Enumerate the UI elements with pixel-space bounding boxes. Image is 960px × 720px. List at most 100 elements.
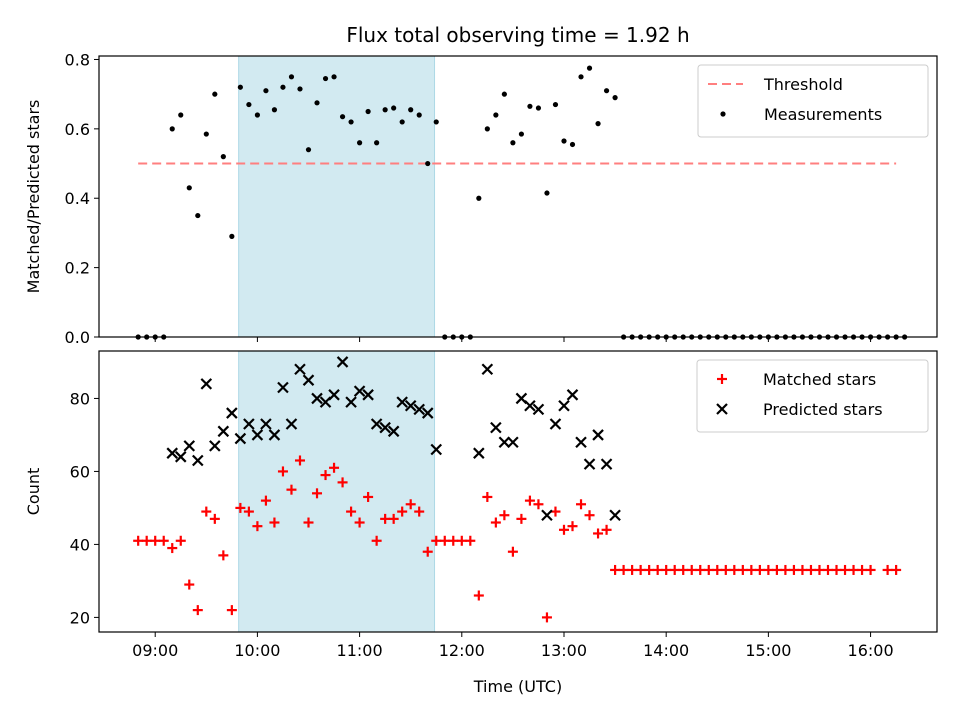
data-point-b xyxy=(243,418,255,430)
data-point-b xyxy=(481,363,494,376)
chart-title: Flux total observing time = 1.92 h xyxy=(346,23,689,47)
data-point xyxy=(518,131,525,137)
data-point xyxy=(661,564,672,575)
data-point-b xyxy=(379,421,391,434)
x-tick-label: 13:00 xyxy=(541,641,587,660)
data-point xyxy=(771,564,782,575)
data-point-b xyxy=(192,454,204,467)
data-point xyxy=(544,190,550,196)
data-point xyxy=(203,131,209,137)
data-point xyxy=(430,443,443,456)
legend: Threshold Measurements xyxy=(697,64,929,138)
data-point xyxy=(541,509,553,521)
x-tick-label: 15:00 xyxy=(745,641,791,660)
data-point xyxy=(524,399,536,412)
data-point xyxy=(200,378,213,390)
data-point xyxy=(320,470,331,481)
data-point xyxy=(635,564,646,575)
y-tick-label: 0.2 xyxy=(65,259,90,278)
data-point xyxy=(166,447,179,459)
data-point xyxy=(552,101,559,108)
data-point xyxy=(439,535,450,546)
data-point xyxy=(501,91,507,97)
data-point-b xyxy=(507,436,519,449)
data-point-b xyxy=(260,418,272,430)
data-point xyxy=(235,502,246,513)
data-point xyxy=(669,564,680,575)
data-point xyxy=(209,513,220,524)
top-panel: 0.0 0.2 0.4 0.6 0.8 Matched/Predicted stars Th… xyxy=(24,50,938,347)
data-point-b xyxy=(473,447,485,459)
data-point-b xyxy=(609,509,621,521)
legend-label: Matched stars xyxy=(763,370,876,389)
data-point xyxy=(201,506,212,517)
data-point xyxy=(346,506,357,517)
data-point-b xyxy=(600,458,613,470)
data-point xyxy=(305,147,312,153)
data-point xyxy=(297,86,303,92)
data-point xyxy=(737,564,748,575)
data-point xyxy=(712,564,723,575)
y-tick-label: 0.4 xyxy=(65,189,90,208)
x-tick-label: 12:00 xyxy=(439,641,485,660)
data-point xyxy=(499,510,510,521)
data-point xyxy=(339,114,346,120)
y-tick-label: 60 xyxy=(70,462,90,481)
data-point xyxy=(490,421,502,434)
data-point xyxy=(294,363,306,376)
data-point xyxy=(527,103,533,109)
data-point xyxy=(644,564,655,575)
data-point xyxy=(269,517,280,528)
data-point-b xyxy=(396,396,408,408)
data-point-b xyxy=(200,378,213,390)
data-point-b xyxy=(490,421,502,434)
data-point xyxy=(433,119,439,125)
data-point xyxy=(260,495,271,506)
data-point xyxy=(627,564,638,575)
data-point xyxy=(558,399,570,412)
data-point xyxy=(312,488,323,499)
data-point xyxy=(399,119,405,125)
highlight-span xyxy=(238,55,436,338)
data-point xyxy=(183,440,196,452)
data-point xyxy=(405,499,416,510)
y-tick-label: 0.6 xyxy=(65,120,90,139)
data-point xyxy=(302,374,315,386)
data-point xyxy=(754,564,765,575)
data-point xyxy=(286,484,297,495)
y-tick-label: 20 xyxy=(70,608,90,627)
data-point-b xyxy=(345,396,357,408)
data-point-b xyxy=(592,429,604,441)
data-point xyxy=(379,421,391,434)
data-point-b xyxy=(558,399,570,412)
data-point xyxy=(584,510,595,521)
data-point xyxy=(212,91,218,97)
data-point xyxy=(583,458,596,470)
y-tick-label: 40 xyxy=(70,535,90,554)
data-point xyxy=(566,389,579,401)
data-point xyxy=(414,506,425,517)
x-tick-label: 16:00 xyxy=(848,641,894,660)
data-point xyxy=(484,126,490,132)
data-point xyxy=(612,95,618,101)
data-point xyxy=(387,425,400,438)
data-point-b xyxy=(217,425,230,438)
data-point xyxy=(857,564,868,575)
data-point xyxy=(169,126,175,132)
data-point xyxy=(610,564,621,575)
data-point xyxy=(603,88,610,94)
data-point xyxy=(652,564,663,575)
data-point xyxy=(569,141,576,148)
data-point xyxy=(516,513,527,524)
data-point xyxy=(578,74,584,80)
data-point-b xyxy=(353,385,366,397)
data-point xyxy=(365,108,371,115)
data-point-b xyxy=(174,451,187,463)
data-point xyxy=(482,491,493,502)
data-point-b xyxy=(362,389,374,401)
data-point xyxy=(167,543,178,554)
data-point-b xyxy=(413,403,425,416)
data-point xyxy=(311,392,323,405)
data-point xyxy=(277,466,288,477)
legend-label: Predicted stars xyxy=(763,400,883,419)
